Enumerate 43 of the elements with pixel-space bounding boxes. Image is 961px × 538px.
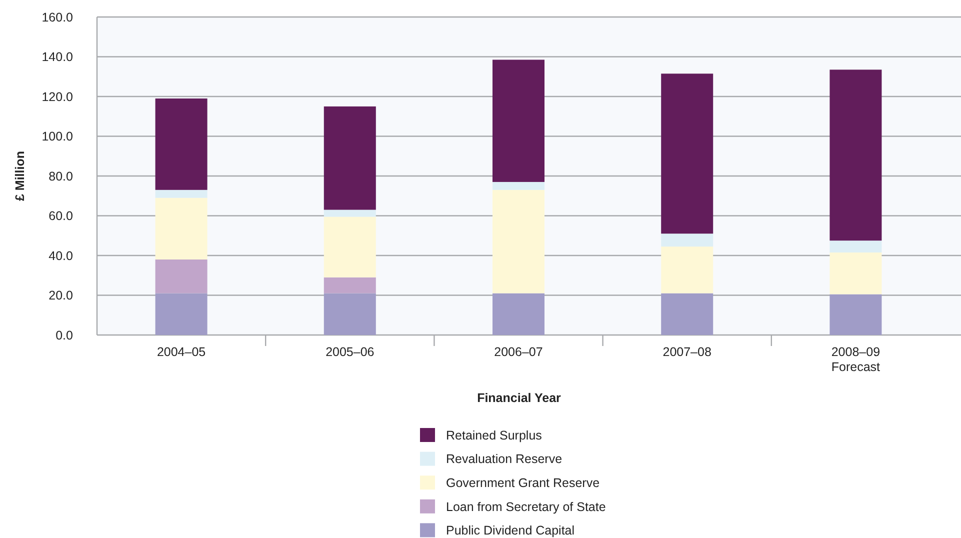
bar (830, 252, 882, 294)
x-tick-label: 2007–08 (662, 345, 712, 359)
legend-label: Government Grant Reserve (446, 476, 600, 490)
legend-label: Revaluation Reserve (446, 452, 562, 466)
x-tick-label: 2005–06 (326, 345, 374, 359)
bar (155, 98, 208, 190)
y-tick-label: 0.0 (56, 328, 74, 342)
x-tick-label: 2008–09 Forecast (831, 345, 881, 374)
y-tick-label: 120.0 (42, 90, 74, 104)
legend-label: Retained Surplus (446, 428, 542, 442)
y-tick-label: 100.0 (42, 130, 74, 144)
bar (324, 277, 376, 294)
y-tick-label: 60.0 (48, 209, 74, 224)
y-axis-title: £ Million (13, 151, 27, 201)
bar (492, 182, 544, 190)
bar (661, 234, 714, 247)
bar (492, 190, 544, 294)
bar (155, 259, 208, 294)
y-tick-label: 160.0 (42, 10, 74, 24)
bar (324, 216, 376, 278)
bar (324, 293, 376, 335)
bar (324, 106, 376, 210)
bar (661, 74, 714, 234)
y-tick-label: 80.0 (48, 169, 74, 184)
legend-label: Loan from Secretary of State (446, 500, 606, 514)
bar (830, 240, 882, 253)
x-tick-label: 2006–07 (494, 345, 543, 359)
bar (830, 294, 882, 335)
bar (324, 210, 376, 217)
x-axis-title: Financial Year (477, 391, 562, 405)
y-tick-label: 140.0 (42, 50, 74, 64)
legend-label: Public Dividend Capital (446, 524, 575, 538)
bar (492, 60, 544, 182)
bar (661, 246, 714, 294)
bar (661, 293, 714, 335)
bar (155, 198, 208, 260)
bar (492, 293, 544, 335)
y-tick-label: 40.0 (48, 248, 74, 263)
bar (830, 70, 882, 241)
bar (155, 190, 208, 198)
x-tick-label: 2004–05 (156, 345, 206, 359)
y-tick-label: 20.0 (48, 288, 74, 303)
bar (155, 293, 208, 335)
